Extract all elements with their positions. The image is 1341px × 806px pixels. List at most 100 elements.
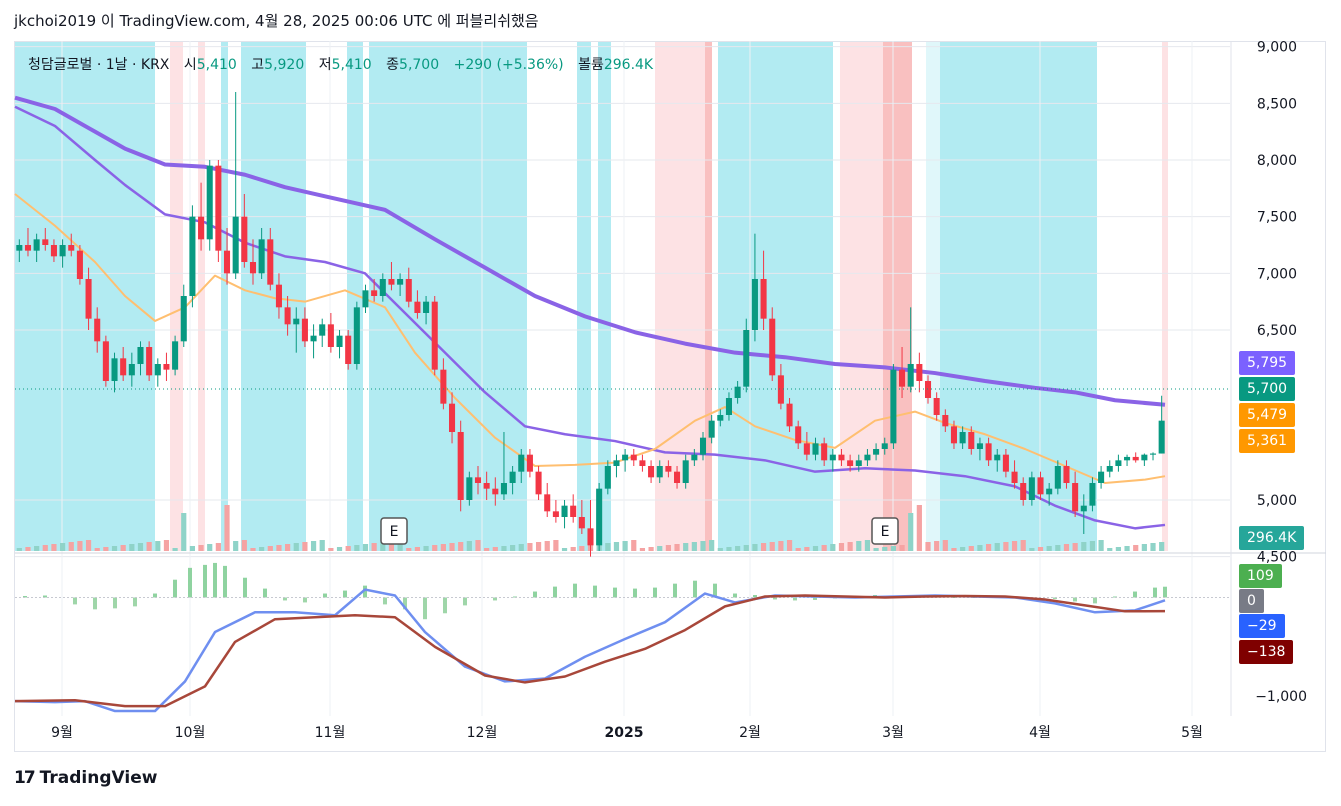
candle-body — [301, 318, 308, 342]
macd-hist-bar — [573, 583, 577, 598]
macd-hist-bar — [633, 588, 637, 598]
candle-body — [803, 443, 810, 455]
volume-bar — [613, 542, 620, 551]
volume-bar — [1150, 543, 1156, 551]
candle-body — [180, 296, 187, 342]
volume-bar — [622, 541, 628, 551]
candle-body — [379, 279, 386, 296]
macd-hist-bar — [673, 583, 677, 598]
volume-bar — [103, 547, 109, 551]
candle-body — [976, 443, 983, 449]
candle-body — [1028, 477, 1035, 500]
signal-zone — [170, 42, 183, 551]
candle-body — [648, 466, 655, 478]
signal-zone — [241, 42, 306, 551]
signal-zone — [347, 42, 363, 551]
candle-body — [725, 398, 732, 415]
volume-bar — [709, 540, 715, 551]
macd-hist-bar — [753, 595, 757, 598]
time-tick-label: 2월 — [739, 725, 761, 741]
candle-body — [509, 471, 516, 483]
candle-body — [561, 505, 568, 517]
macd-hist-bar — [813, 597, 817, 600]
volume-bar — [68, 542, 74, 551]
candle-body — [812, 443, 819, 455]
candle-body — [474, 477, 482, 483]
macd-hist-bar — [263, 588, 267, 598]
volume-bar — [1141, 544, 1147, 551]
candle-body — [639, 460, 646, 466]
candle-body — [440, 369, 447, 404]
candle-body — [431, 301, 438, 370]
macd-hist-bar — [383, 597, 387, 605]
candle-body — [1124, 456, 1131, 461]
macd-hist-bar — [613, 587, 617, 598]
legend-symbol[interactable]: 청담글로벌 · 1날 · KRX — [28, 57, 170, 73]
tradingview-footer[interactable]: 17 TradingView — [14, 768, 157, 788]
volume-bar — [137, 543, 144, 551]
time-tick-label: 5월 — [1181, 725, 1203, 741]
chart-frame — [14, 41, 1326, 752]
volume-bar — [1115, 547, 1121, 551]
candle-body — [24, 245, 32, 251]
candle-body — [682, 460, 689, 483]
candle-body — [907, 364, 914, 387]
candle-body — [85, 279, 92, 319]
volume-bar — [406, 548, 412, 551]
legend-open-label: 시 — [183, 57, 197, 73]
volume-bar — [674, 544, 680, 551]
earnings-box — [871, 517, 899, 545]
candle-body — [59, 245, 66, 257]
signal-zone — [369, 42, 527, 551]
candle-body — [1002, 454, 1009, 472]
macd-zero-tag: 0 — [1239, 589, 1264, 613]
legend-volume-label: 볼륨 — [578, 57, 604, 73]
candle-body — [1132, 456, 1139, 461]
volume-bar — [570, 547, 576, 551]
volume-bar — [189, 546, 196, 551]
volume-bar — [518, 544, 524, 551]
volume-bar — [1072, 543, 1078, 551]
volume-bar — [735, 546, 741, 551]
macd-hist-bar — [733, 593, 737, 598]
macd-hist-bar — [323, 593, 327, 598]
candle-body — [1115, 460, 1122, 466]
volume-bar — [388, 541, 395, 551]
volume-bar — [830, 544, 836, 551]
volume-bar — [760, 543, 767, 551]
volume-bar — [665, 545, 671, 551]
candle-body — [336, 335, 343, 347]
volume-bar — [163, 540, 170, 551]
candle-body — [535, 471, 542, 495]
volume-bar — [60, 543, 66, 551]
volume-bar — [786, 540, 793, 551]
price-tick-label: 6,500 — [1257, 323, 1297, 339]
candle-body — [275, 284, 282, 308]
volume-bar — [302, 542, 308, 551]
macd-hist-bar — [1163, 586, 1167, 598]
signal-zone — [655, 42, 705, 551]
ma-long-line — [14, 95, 1166, 407]
candle-body — [708, 420, 715, 438]
volume-bar — [535, 542, 542, 551]
volume-bar — [319, 540, 325, 551]
volume-bar — [639, 548, 646, 551]
volume-bar — [155, 541, 161, 551]
volume-bar — [362, 544, 369, 551]
macd-hist-bar — [693, 580, 697, 598]
volume-bar — [120, 545, 126, 551]
macd-hist-bar — [1093, 597, 1097, 604]
volume-bar — [42, 545, 48, 551]
macd-hist-bar — [533, 591, 537, 598]
volume-bar — [1107, 548, 1113, 551]
volume-bar — [111, 546, 118, 551]
candle-body — [33, 239, 40, 251]
macd-hist-bar — [463, 597, 467, 606]
candle-body — [249, 262, 257, 274]
candle-body — [795, 426, 802, 444]
volume-bar — [25, 547, 31, 551]
earnings-marker: E — [380, 517, 408, 545]
volume-bar — [1159, 542, 1165, 551]
candle-body — [414, 301, 421, 313]
